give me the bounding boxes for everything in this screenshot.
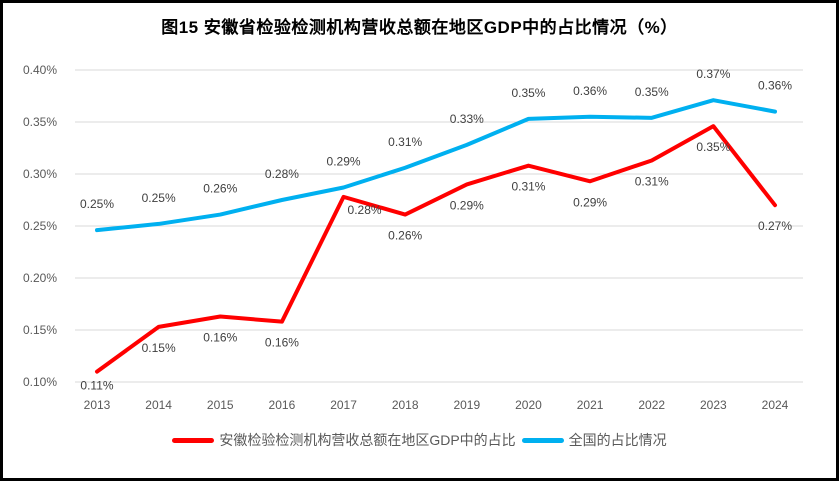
data-label-national: 0.36% xyxy=(758,79,792,93)
data-label-anhui: 0.16% xyxy=(203,330,237,344)
y-axis-tick-label: 0.25% xyxy=(23,219,57,233)
y-axis-tick-label: 0.20% xyxy=(23,271,57,285)
legend-item-national: 全国的占比情况 xyxy=(521,430,667,450)
legend-label-national: 全国的占比情况 xyxy=(568,432,667,448)
y-axis-tick-label: 0.10% xyxy=(23,375,57,389)
x-axis-tick-label: 2017 xyxy=(330,398,357,412)
data-label-national: 0.31% xyxy=(388,135,422,149)
y-axis-tick-label: 0.40% xyxy=(23,63,57,77)
x-axis-tick-label: 2014 xyxy=(145,398,172,412)
legend: 安徽检验检测机构营收总额在地区GDP中的占比 全国的占比情况 xyxy=(0,430,839,450)
legend-item-anhui: 安徽检验检测机构营收总额在地区GDP中的占比 xyxy=(172,430,516,450)
data-label-anhui: 0.29% xyxy=(450,198,484,212)
legend-swatch-national-line xyxy=(521,437,564,443)
data-label-anhui: 0.26% xyxy=(388,229,422,243)
x-axis-tick-label: 2016 xyxy=(269,398,296,412)
x-axis-tick-label: 2015 xyxy=(207,398,234,412)
x-axis-tick-label: 2024 xyxy=(762,398,789,412)
data-label-national: 0.25% xyxy=(142,191,176,205)
x-axis-tick-label: 2020 xyxy=(515,398,542,412)
data-label-national: 0.37% xyxy=(696,67,730,81)
x-axis-tick-label: 2013 xyxy=(84,398,111,412)
y-axis-tick-label: 0.15% xyxy=(23,323,57,337)
data-label-anhui: 0.31% xyxy=(635,174,669,188)
data-label-anhui: 0.15% xyxy=(142,341,176,355)
data-label-anhui: 0.31% xyxy=(511,180,545,194)
data-label-national: 0.35% xyxy=(511,86,545,100)
data-label-national: 0.35% xyxy=(635,85,669,99)
data-label-anhui: 0.28% xyxy=(348,203,382,217)
series-line-national xyxy=(95,98,777,233)
x-axis-tick-label: 2022 xyxy=(638,398,665,412)
x-axis-tick-label: 2019 xyxy=(453,398,480,412)
data-label-national: 0.33% xyxy=(450,112,484,126)
series-line-anhui xyxy=(95,124,777,374)
data-label-national: 0.29% xyxy=(327,155,361,169)
y-axis-tick-label: 0.35% xyxy=(23,115,57,129)
data-label-national: 0.28% xyxy=(265,167,299,181)
x-axis-tick-label: 2023 xyxy=(700,398,727,412)
data-label-anhui: 0.27% xyxy=(758,219,792,233)
data-label-national: 0.36% xyxy=(573,84,607,98)
data-label-anhui: 0.16% xyxy=(265,336,299,350)
legend-label-anhui: 安徽检验检测机构营收总额在地区GDP中的占比 xyxy=(219,432,516,448)
chart-title: 图15 安徽省检验检测机构营收总额在地区GDP中的占比情况（%） xyxy=(161,18,678,37)
data-label-national: 0.26% xyxy=(203,182,237,196)
legend-swatch-anhui-line xyxy=(172,437,215,443)
data-label-national: 0.25% xyxy=(80,197,114,211)
data-label-anhui: 0.29% xyxy=(573,195,607,209)
y-axis-tick-label: 0.30% xyxy=(23,167,57,181)
data-label-anhui: 0.35% xyxy=(696,140,730,154)
x-axis-tick-label: 2021 xyxy=(577,398,604,412)
data-label-anhui: 0.11% xyxy=(80,379,113,393)
x-axis-tick-label: 2018 xyxy=(392,398,419,412)
